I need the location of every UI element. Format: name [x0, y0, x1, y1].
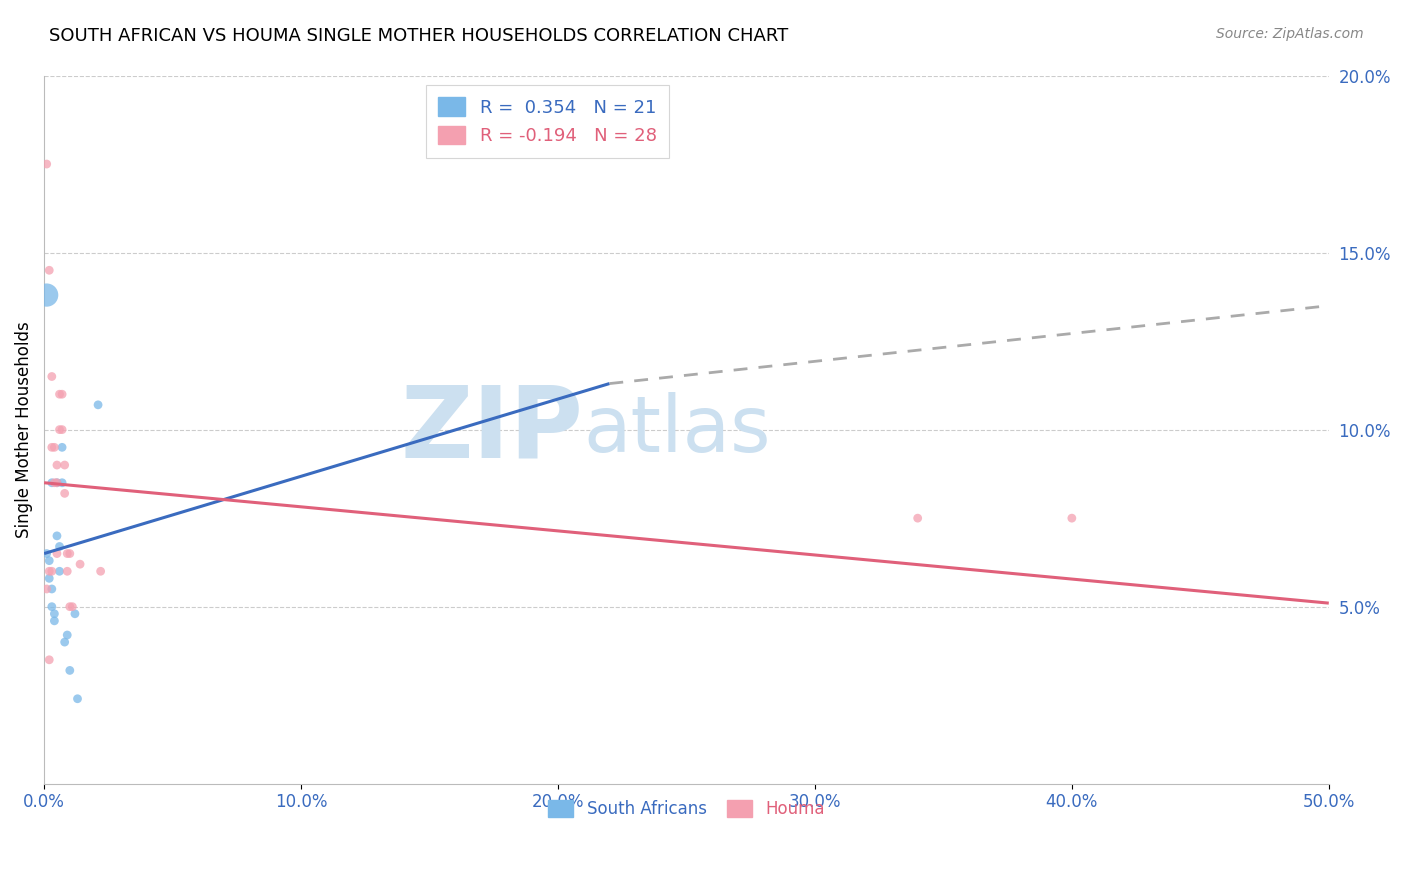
Point [35, 288, 58, 302]
Y-axis label: Single Mother Households: Single Mother Households [15, 321, 32, 538]
Point [41, 475, 63, 490]
Point [87, 398, 110, 412]
Point [53, 635, 76, 649]
Point [41, 440, 63, 454]
Point [59, 664, 82, 678]
Point [48, 423, 70, 437]
Point [41, 369, 63, 384]
Point [46, 458, 69, 472]
Point [51, 387, 73, 401]
Point [35, 582, 58, 596]
Text: SOUTH AFRICAN VS HOUMA SINGLE MOTHER HOUSEHOLDS CORRELATION CHART: SOUTH AFRICAN VS HOUMA SINGLE MOTHER HOU… [49, 27, 789, 45]
Point [38, 564, 60, 578]
Point [56, 628, 79, 642]
Point [38, 554, 60, 568]
Point [48, 564, 70, 578]
Point [41, 599, 63, 614]
Point [53, 486, 76, 500]
Point [59, 547, 82, 561]
Point [35, 157, 58, 171]
Point [44, 475, 66, 490]
Point [56, 564, 79, 578]
Point [38, 571, 60, 585]
Point [48, 540, 70, 554]
Point [66, 691, 89, 706]
Point [41, 564, 63, 578]
Point [90, 564, 112, 578]
Point [51, 423, 73, 437]
Point [44, 607, 66, 621]
Text: atlas: atlas [583, 392, 770, 467]
Point [46, 547, 69, 561]
Point [56, 547, 79, 561]
Text: ZIP: ZIP [401, 381, 583, 478]
Point [46, 475, 69, 490]
Point [69, 557, 91, 571]
Point [63, 607, 86, 621]
Point [51, 440, 73, 454]
Point [38, 263, 60, 277]
Point [44, 614, 66, 628]
Point [38, 653, 60, 667]
Point [44, 440, 66, 454]
Point [53, 458, 76, 472]
Point [907, 511, 929, 525]
Point [48, 387, 70, 401]
Point [41, 582, 63, 596]
Point [35, 547, 58, 561]
Legend: South Africans, Houma: South Africans, Houma [541, 794, 831, 825]
Point [1060, 511, 1083, 525]
Point [46, 475, 69, 490]
Point [51, 475, 73, 490]
Point [59, 599, 82, 614]
Text: Source: ZipAtlas.com: Source: ZipAtlas.com [1216, 27, 1364, 41]
Point [46, 529, 69, 543]
Point [60, 599, 83, 614]
